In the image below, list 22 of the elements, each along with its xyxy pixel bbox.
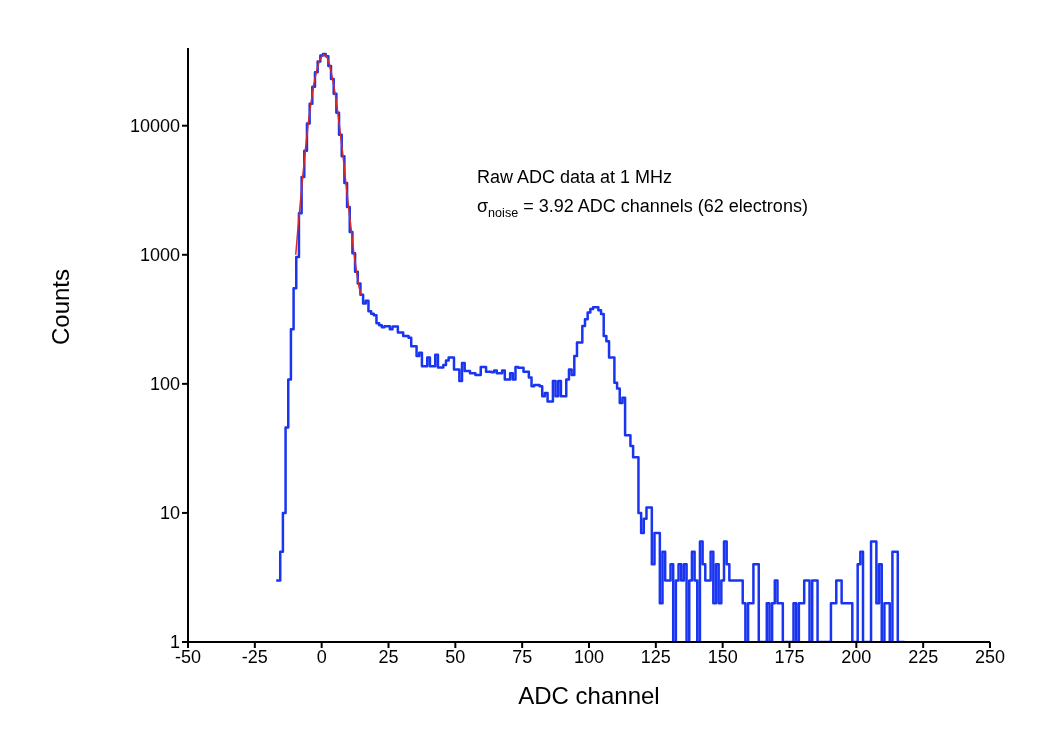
x-tick-label: 250 xyxy=(974,646,1006,667)
x-tick-label: 75 xyxy=(512,646,533,667)
x-tick-label: 25 xyxy=(378,646,399,667)
x-tick-label: 0 xyxy=(316,646,327,667)
annotation: Raw ADC data at 1 MHz xyxy=(477,167,673,187)
x-tick-label: 50 xyxy=(445,646,466,667)
annotation: σ$_{noise}$ = 3.92 ADC channels (62 electrons) xyxy=(477,196,808,220)
x-tick-label: 125 xyxy=(640,646,671,667)
y-tick-label: 10 xyxy=(159,503,180,524)
y-tick-label: 100 xyxy=(149,374,180,395)
x-tick-label: 225 xyxy=(908,646,939,667)
x-tick-label: 100 xyxy=(573,646,605,667)
x-tick-label: 175 xyxy=(774,646,805,667)
y-tick-label: 1 xyxy=(169,632,180,653)
y-tick-label: 10000 xyxy=(129,116,180,137)
x-tick-label: 200 xyxy=(841,646,872,667)
x-tick-label: 150 xyxy=(707,646,738,667)
x-tick-label: -25 xyxy=(241,646,268,667)
line-series xyxy=(294,53,362,297)
y-axis-title: Counts xyxy=(46,268,74,345)
x-axis-title: ADC channel xyxy=(518,682,660,709)
y-tick-label: 1000 xyxy=(139,245,180,266)
